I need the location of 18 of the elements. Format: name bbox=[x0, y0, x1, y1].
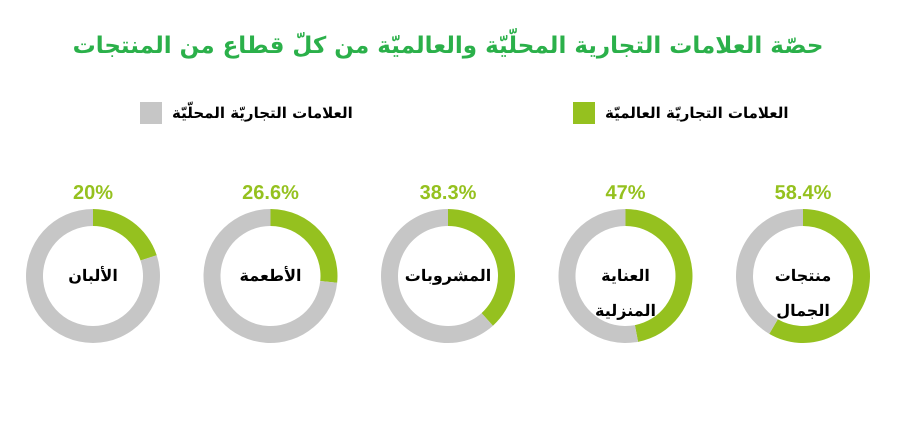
data-label: 38.3% bbox=[420, 182, 477, 204]
donut-slice bbox=[26, 209, 160, 343]
donut-slice bbox=[381, 209, 493, 343]
text: الأطعمة bbox=[240, 265, 302, 285]
data-label: 26.6% bbox=[242, 182, 300, 204]
text: حصّة العلامات التجارية المحلّيّة والعالميّة من كلّ قطاع من المنتجات bbox=[72, 28, 824, 59]
donut-slice bbox=[769, 209, 870, 343]
data-label: 47% bbox=[605, 182, 646, 204]
text: الألبان bbox=[68, 265, 118, 285]
text: العناية المنزلية bbox=[595, 266, 656, 320]
text: المشروبات bbox=[404, 266, 492, 285]
data-label: 58.4% bbox=[774, 182, 832, 204]
legend-label: العلامات التجاريّة المحلّيّة bbox=[172, 100, 353, 122]
donut-slice bbox=[93, 209, 157, 261]
donut-slice bbox=[204, 209, 338, 343]
data-label: 20% bbox=[72, 182, 114, 204]
text: منتجات الجمال bbox=[774, 266, 832, 320]
legend-label: العلامات التجاريّة العالميّة bbox=[605, 104, 789, 122]
